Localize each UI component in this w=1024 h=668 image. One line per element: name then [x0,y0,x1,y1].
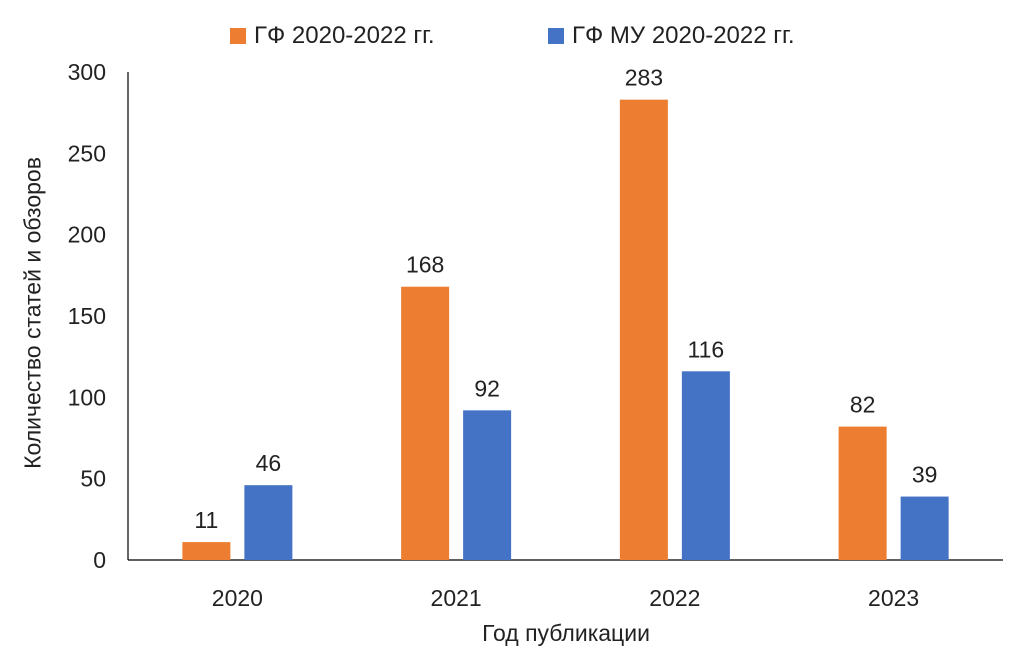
x-tick-label: 2020 [212,585,263,611]
x-axis-title: Год публикации [482,620,650,646]
data-label: 116 [688,336,725,362]
y-tick-label: 150 [68,303,106,329]
bar-series-1 [182,542,231,560]
data-label: 39 [912,462,938,488]
x-tick-label: 2023 [868,585,919,611]
data-label: 92 [474,375,500,401]
chart-legend: ГФ 2020-2022 гг. ГФ МУ 2020-2022 гг. [0,22,1024,56]
data-label: 46 [256,450,282,476]
bar-series-1 [838,426,887,560]
bar-series-1 [401,286,450,560]
x-tick-label: 2022 [649,585,700,611]
legend-item-series-1: ГФ 2020-2022 гг. [230,22,435,50]
y-tick-label: 0 [93,547,106,573]
legend-item-series-2: ГФ МУ 2020-2022 гг. [548,22,795,50]
y-tick-label: 250 [68,140,106,166]
x-tick-label: 2021 [431,585,482,611]
bar-series-1 [619,99,668,561]
y-axis-title: Количество статей и обзоров [19,157,46,469]
y-tick-label: 100 [68,384,106,410]
legend-swatch-series-1 [230,28,246,44]
y-tick-label: 300 [68,59,106,85]
legend-label-series-1: ГФ 2020-2022 гг. [254,22,435,49]
y-tick-label: 200 [68,222,106,248]
data-label: 82 [850,392,876,418]
y-tick-label: 50 [80,466,106,492]
data-label: 11 [194,507,218,533]
legend-label-series-2: ГФ МУ 2020-2022 гг. [572,22,795,49]
bar-series-2 [681,371,730,560]
bar-series-2 [244,485,293,560]
bar-series-2 [900,496,949,560]
data-label: 283 [625,65,663,91]
legend-swatch-series-2 [548,28,564,44]
bar-series-2 [463,410,512,560]
data-label: 168 [406,252,444,278]
